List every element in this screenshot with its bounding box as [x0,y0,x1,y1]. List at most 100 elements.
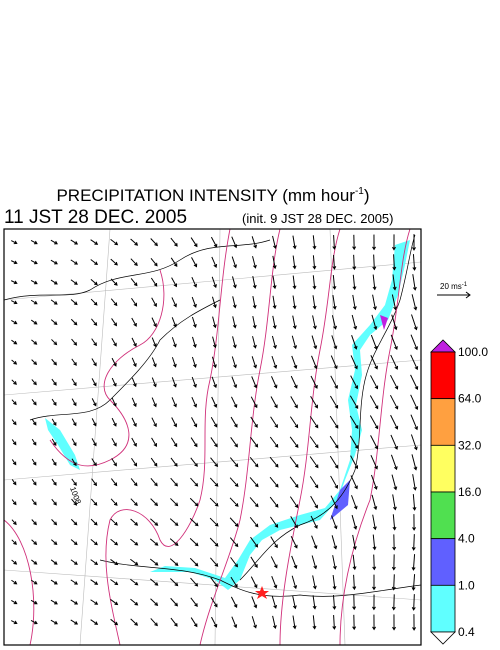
wind-arrow [332,235,337,250]
wind-arrow [51,418,57,426]
wind-arrow [110,298,118,307]
wind-arrow [349,415,359,429]
colorbar-swatch [430,584,456,633]
wind-scale-label: 20 ms-1 [440,282,468,291]
wind-arrow [252,256,257,269]
wind-arrow [410,334,418,351]
wind-arrow [11,579,18,585]
wind-arrow [110,538,119,546]
wind-arrow [31,418,37,426]
wind-arrow [190,477,199,487]
wind-arrow [270,516,279,528]
wind-arrow [150,478,158,487]
wind-arrow [392,234,396,251]
wind-arrow [130,258,138,266]
wind-arrow [370,455,378,470]
wind-arrow [392,494,397,511]
wind-arrow [412,274,417,291]
wind-arrow [50,559,58,565]
wind-arrow [149,558,159,566]
wind-arrow [232,336,237,349]
wind-arrow [212,336,217,349]
wind-arrow [370,375,379,390]
wind-arrow [191,316,197,328]
wind-arrow [372,294,377,311]
wind-scale: 20 ms-1 [437,282,471,299]
colorbar-label: 0.4 [458,625,475,639]
wind-arrow [329,415,339,429]
wind-arrow [210,577,218,588]
wind-arrow [110,278,118,286]
wind-arrow [51,358,57,366]
colorbar-over [430,339,456,353]
wind-arrow [110,518,118,526]
wind-arrow [312,315,317,330]
wind-arrow [332,275,337,290]
colorbar: 100.0 64.0 32.0 16.0 4.0 1.0 0.4 [430,339,488,645]
wind-arrow [390,394,399,410]
colorbar-label: 16.0 [458,485,482,499]
wind-arrow [352,274,357,291]
wind-arrow [412,474,417,491]
wind-arrow [370,355,378,370]
wind-arrow [291,355,298,369]
wind-arrow [149,538,159,546]
wind-vectors [10,234,419,631]
wind-arrow [229,477,239,488]
wind-arrow [272,615,277,630]
wind-arrow [211,356,217,369]
wind-arrow [131,317,137,327]
wind-arrow [151,377,157,388]
wind-arrow [311,555,318,570]
wind-arrow [252,336,257,349]
wind-arrow [272,255,277,270]
wind-arrow [312,575,317,590]
wind-arrow [392,274,397,291]
wind-arrow [11,359,18,365]
wind-arrow [11,539,17,545]
wind-arrow [171,377,177,388]
wind-arrow [292,615,297,630]
wind-arrow [31,519,37,526]
wind-arrow [111,357,117,367]
wind-arrow [249,457,259,468]
wind-arrow [171,317,177,328]
wind-arrow [352,534,357,551]
wind-arrow [290,396,298,409]
wind-arrow [272,235,277,250]
wind-arrow [11,419,17,426]
wind-arrow [31,438,37,446]
wind-arrow [151,357,157,368]
wind-arrow [392,534,397,551]
wind-arrow [229,517,239,527]
wind-arrow [170,597,179,607]
wind-arrow [11,479,17,486]
wind-arrow [70,299,78,306]
wind-arrow [70,599,79,605]
wind-arrow [50,539,58,546]
wind-arrow [251,616,257,629]
wind-arrow [411,454,418,471]
wind-arrow [390,334,398,351]
wind-arrow [111,338,117,347]
wind-arrow [251,356,258,369]
wind-arrow [171,357,177,368]
wind-arrow [90,239,99,245]
wind-arrow [110,559,119,566]
wind-arrow [70,239,79,245]
wind-arrow [90,259,99,266]
colorbar-label: 64.0 [458,392,482,406]
colorbar-swatch [430,491,456,540]
wind-arrow [370,474,378,490]
colorbar-swatch [430,538,456,586]
wind-arrow [290,516,298,529]
wind-arrow [190,597,198,607]
wind-arrow [170,257,178,268]
wind-arrow [412,234,416,251]
wind-arrow [411,594,416,611]
wind-arrow [231,256,237,269]
wind-arrow [392,514,397,531]
wind-arrow [291,335,298,350]
wind-arrow [272,275,277,290]
wind-arrow [90,518,98,526]
